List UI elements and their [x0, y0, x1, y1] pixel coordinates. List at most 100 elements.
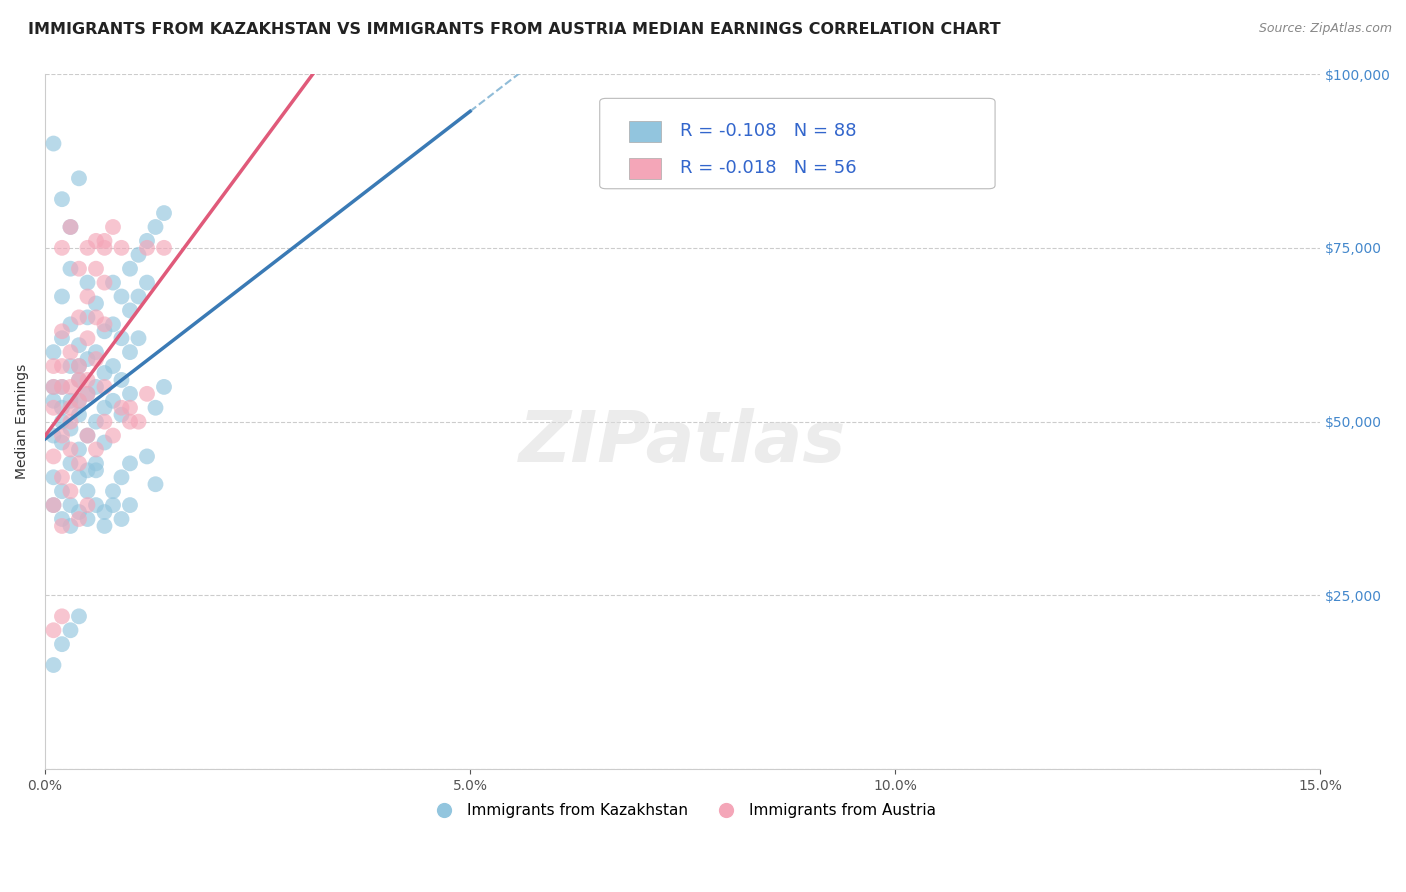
Point	[59, 345, 82, 359]
FancyBboxPatch shape	[628, 158, 661, 179]
Point	[51, 609, 73, 624]
Point	[59, 442, 82, 457]
Point	[59, 422, 82, 436]
Point	[51, 289, 73, 303]
FancyBboxPatch shape	[600, 98, 995, 189]
Point	[145, 401, 167, 415]
Point	[51, 435, 73, 450]
Point	[76, 428, 98, 442]
Point	[93, 276, 115, 290]
Point	[93, 401, 115, 415]
Point	[118, 415, 141, 429]
Point	[67, 512, 90, 526]
Point	[67, 359, 90, 373]
Point	[84, 296, 107, 310]
Point	[67, 359, 90, 373]
Point	[84, 345, 107, 359]
Point	[136, 234, 159, 248]
Point	[59, 380, 82, 394]
Point	[59, 318, 82, 332]
Point	[76, 498, 98, 512]
Point	[42, 470, 65, 484]
Point	[136, 276, 159, 290]
Point	[42, 428, 65, 442]
Point	[136, 450, 159, 464]
Point	[93, 415, 115, 429]
Point	[67, 456, 90, 470]
Point	[59, 519, 82, 533]
Point	[59, 219, 82, 234]
Point	[101, 428, 124, 442]
Point	[128, 331, 150, 345]
Point	[93, 241, 115, 255]
Point	[93, 435, 115, 450]
Point	[59, 219, 82, 234]
Point	[42, 380, 65, 394]
Point	[84, 352, 107, 367]
Point	[84, 442, 107, 457]
Text: R = -0.108   N = 88: R = -0.108 N = 88	[681, 122, 856, 140]
Point	[42, 498, 65, 512]
Point	[118, 303, 141, 318]
Point	[51, 324, 73, 338]
Point	[59, 359, 82, 373]
Point	[67, 393, 90, 408]
Point	[153, 241, 176, 255]
Point	[101, 276, 124, 290]
Point	[51, 484, 73, 499]
Point	[110, 408, 132, 422]
Point	[101, 498, 124, 512]
Point	[67, 373, 90, 387]
Point	[76, 352, 98, 367]
Point	[84, 261, 107, 276]
Point	[153, 206, 176, 220]
Legend: Immigrants from Kazakhstan, Immigrants from Austria: Immigrants from Kazakhstan, Immigrants f…	[423, 797, 942, 824]
Point	[136, 387, 159, 401]
Point	[76, 387, 98, 401]
Point	[42, 658, 65, 673]
Point	[59, 261, 82, 276]
Point	[101, 393, 124, 408]
Point	[51, 512, 73, 526]
Point	[76, 310, 98, 325]
Point	[110, 373, 132, 387]
Point	[93, 380, 115, 394]
Point	[110, 331, 132, 345]
Point	[51, 415, 73, 429]
Point	[42, 624, 65, 638]
Point	[51, 380, 73, 394]
Point	[51, 428, 73, 442]
Point	[59, 415, 82, 429]
Point	[67, 373, 90, 387]
Point	[42, 401, 65, 415]
Point	[59, 498, 82, 512]
Point	[42, 393, 65, 408]
Point	[145, 477, 167, 491]
Point	[67, 393, 90, 408]
Point	[84, 456, 107, 470]
Point	[128, 248, 150, 262]
Text: Source: ZipAtlas.com: Source: ZipAtlas.com	[1258, 22, 1392, 36]
Point	[101, 318, 124, 332]
Point	[67, 470, 90, 484]
Point	[76, 463, 98, 477]
Y-axis label: Median Earnings: Median Earnings	[15, 364, 30, 479]
Point	[76, 387, 98, 401]
Point	[136, 241, 159, 255]
Point	[93, 366, 115, 380]
Point	[51, 359, 73, 373]
Point	[128, 415, 150, 429]
Point	[110, 289, 132, 303]
Point	[76, 512, 98, 526]
Point	[67, 338, 90, 352]
Text: IMMIGRANTS FROM KAZAKHSTAN VS IMMIGRANTS FROM AUSTRIA MEDIAN EARNINGS CORRELATIO: IMMIGRANTS FROM KAZAKHSTAN VS IMMIGRANTS…	[28, 22, 1001, 37]
Point	[42, 380, 65, 394]
Point	[42, 136, 65, 151]
Point	[84, 415, 107, 429]
Point	[118, 456, 141, 470]
Point	[51, 331, 73, 345]
Point	[59, 393, 82, 408]
Point	[93, 234, 115, 248]
Point	[76, 484, 98, 499]
Point	[84, 310, 107, 325]
